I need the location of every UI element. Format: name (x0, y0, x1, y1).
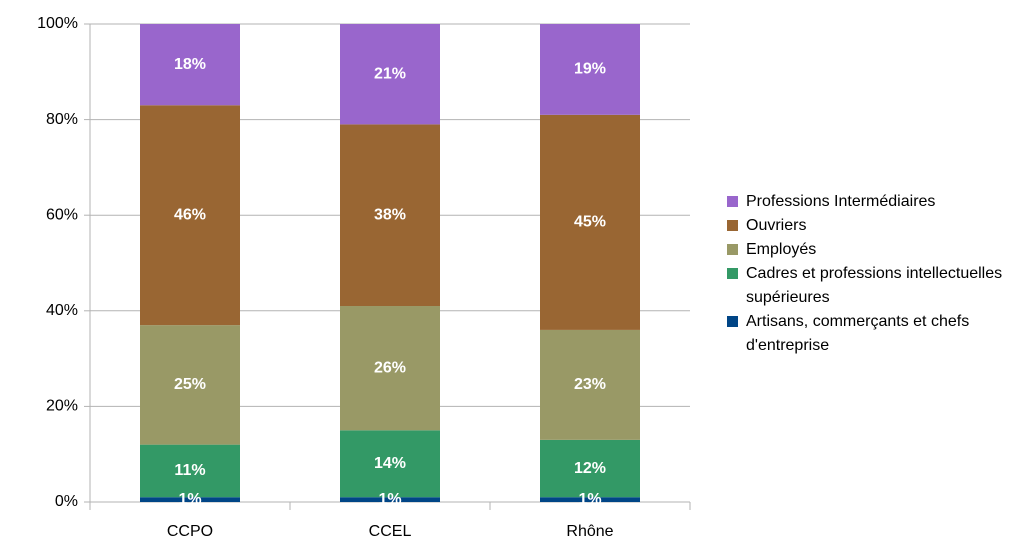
legend-item: Employés (727, 238, 1017, 262)
y-tick-label: 20% (46, 398, 78, 415)
legend-swatch (727, 244, 738, 255)
y-tick-label: 80% (46, 111, 78, 128)
bar-segment (140, 105, 240, 326)
data-label: 1% (178, 491, 201, 508)
y-tick-label: 60% (46, 206, 78, 223)
data-label: 21% (374, 65, 406, 82)
bar-segment (540, 329, 640, 440)
bar-segment (540, 439, 640, 498)
data-label: 11% (174, 462, 205, 479)
data-label: 46% (174, 206, 206, 223)
bar-segment (340, 124, 440, 307)
data-label: 1% (578, 491, 601, 508)
x-tick-label: CCEL (369, 523, 412, 540)
bar-segment (140, 325, 240, 445)
bar-segment (340, 24, 440, 125)
x-tick-label: Rhône (566, 523, 613, 540)
legend-label: Professions Intermédiaires (746, 193, 936, 210)
bar-segment (340, 430, 440, 498)
legend-item: Cadres et professions intellectuelles su… (727, 262, 1017, 310)
legend-label: Cadres et professions intellectuelles su… (746, 265, 1003, 306)
data-label: 18% (174, 56, 206, 73)
bar-segment (540, 497, 640, 502)
x-tick-label: CCPO (167, 523, 213, 540)
data-label: 45% (574, 214, 606, 231)
bar-segment (340, 497, 440, 502)
legend: Professions Intermédiaires Ouvriers Employ… (727, 190, 1017, 358)
y-tick-label: 100% (37, 15, 78, 32)
legend-swatch (727, 196, 738, 207)
data-label: 14% (374, 455, 406, 472)
data-label: 1% (378, 491, 401, 508)
legend-swatch (727, 220, 738, 231)
y-tick-label: 40% (46, 302, 78, 319)
bar-segment (140, 444, 240, 498)
bar-segment (340, 306, 440, 431)
bar-segment (540, 24, 640, 115)
data-label: 12% (574, 460, 606, 477)
legend-item: Ouvriers (727, 214, 1017, 238)
data-label: 23% (574, 376, 606, 393)
y-tick-label: 0% (55, 493, 78, 510)
legend-item: Professions Intermédiaires (727, 190, 1017, 214)
legend-label: Ouvriers (746, 217, 807, 234)
bar-segment (140, 24, 240, 106)
data-label: 25% (174, 376, 206, 393)
data-label: 26% (374, 359, 406, 376)
legend-label: Employés (746, 241, 817, 258)
legend-swatch (727, 268, 738, 279)
legend-item: Artisans, commerçants et chefs d'entrepr… (727, 310, 1017, 358)
legend-label: Artisans, commerçants et chefs d'entrepr… (746, 313, 970, 354)
bar-segment (140, 497, 240, 502)
data-label: 38% (374, 206, 406, 223)
legend-swatch (727, 316, 738, 327)
data-label: 19% (574, 61, 606, 78)
bar-segment (540, 114, 640, 330)
